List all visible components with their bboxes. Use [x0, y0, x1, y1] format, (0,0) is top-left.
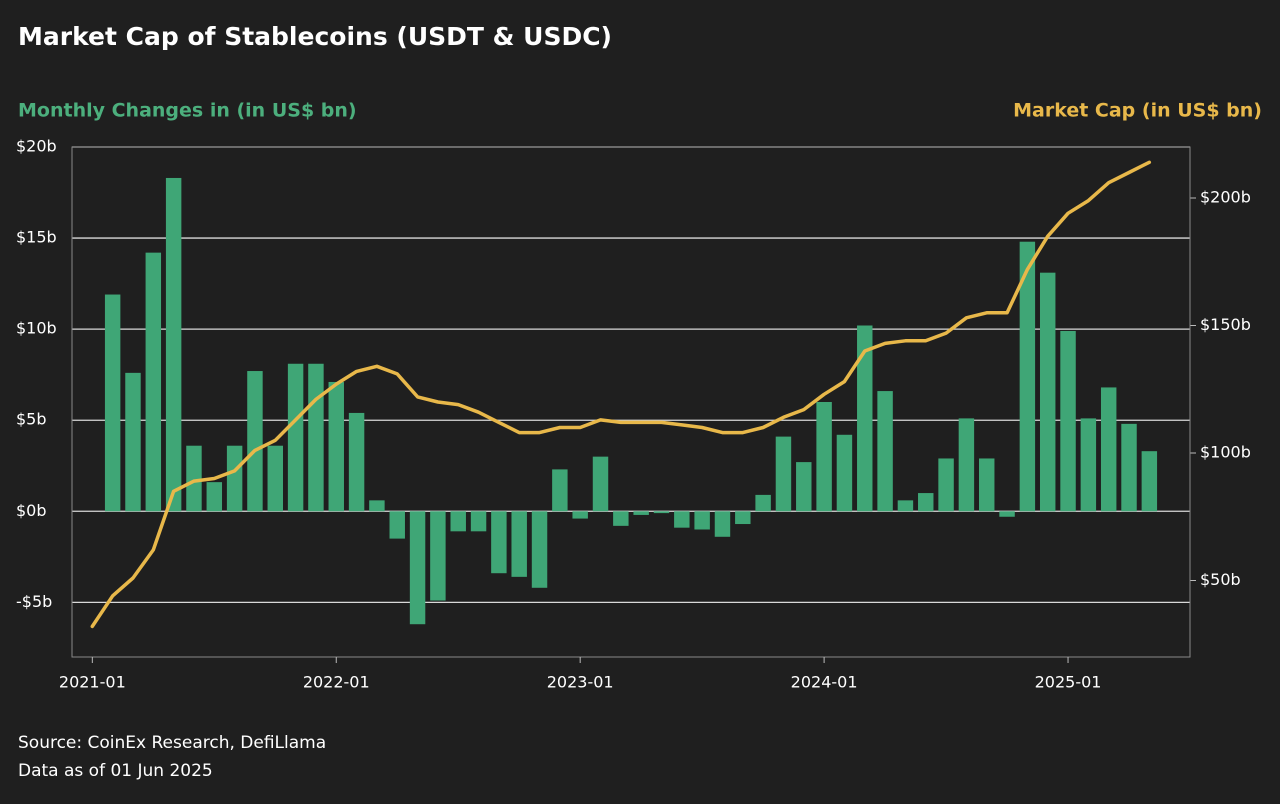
bar [613, 511, 629, 526]
y-tick-label: $15b [16, 228, 57, 247]
bar [877, 391, 893, 512]
bar [735, 511, 751, 525]
bar [1039, 272, 1056, 512]
y-tick-label: $0b [16, 501, 47, 520]
y2-tick-label: $50b [1200, 570, 1241, 589]
bar [653, 511, 670, 514]
bar [694, 511, 710, 530]
bar [552, 469, 568, 512]
y2-tick-label: $200b [1200, 188, 1251, 207]
line [90, 160, 1152, 629]
bar [247, 371, 263, 512]
bar [796, 462, 812, 512]
bar [409, 511, 426, 625]
x-tick-label: 2025-01 [1035, 673, 1102, 692]
bar [348, 412, 365, 512]
bar [328, 381, 344, 512]
bar [958, 418, 975, 512]
bar [267, 445, 283, 512]
bar [592, 456, 609, 512]
bar [206, 482, 223, 512]
y2-axis-label: Market Cap (in US$ bn) [1013, 100, 1262, 122]
x-tick-label: 2024-01 [791, 673, 858, 692]
bar [491, 511, 507, 574]
bar [470, 511, 487, 532]
y-tick-label: -$5b [16, 592, 52, 611]
bar [186, 445, 202, 512]
bar [979, 458, 995, 512]
bar [1121, 423, 1137, 512]
x-tick-label: 2021-01 [59, 673, 126, 692]
bar [165, 177, 182, 512]
bar [125, 372, 141, 512]
plot-frame [71, 146, 1191, 658]
bar [714, 511, 731, 537]
bar [775, 436, 792, 512]
bar [1141, 451, 1158, 512]
bar [450, 511, 466, 532]
bar [430, 511, 446, 601]
bar [918, 493, 934, 512]
bar [755, 494, 771, 512]
bar [857, 325, 873, 512]
bar [104, 294, 121, 512]
note: Data as of 01 Jun 2025 [18, 761, 213, 781]
chart-title: Market Cap of Stablecoins (USDT & USDC) [18, 22, 612, 51]
bar [531, 511, 548, 588]
bar [226, 445, 243, 512]
bar [145, 252, 162, 512]
y-tick-label: $10b [16, 319, 57, 338]
y-tick-label: $5b [16, 410, 47, 429]
bar [836, 434, 853, 512]
bar [897, 500, 914, 512]
bar [287, 363, 304, 512]
bar [1019, 241, 1036, 512]
bar [572, 511, 588, 519]
bar [389, 511, 405, 539]
bar [1080, 418, 1097, 512]
bar [633, 511, 649, 515]
y2-tick-label: $150b [1200, 315, 1251, 334]
bar [369, 500, 385, 512]
x-tick-label: 2023-01 [547, 673, 614, 692]
bar [1100, 387, 1117, 512]
y-tick-label: $20b [16, 137, 57, 156]
bar [511, 511, 527, 577]
bar [1060, 330, 1076, 512]
y-axis-label: Monthly Changes in (in US$ bn) [18, 100, 357, 122]
bar [999, 511, 1015, 517]
bar [938, 458, 954, 512]
source: Source: CoinEx Research, DefiLlama [18, 733, 326, 753]
x-tick-label: 2022-01 [303, 673, 370, 692]
bar [816, 402, 832, 512]
bar [674, 511, 690, 528]
y2-tick-label: $100b [1200, 443, 1251, 462]
bar [308, 363, 324, 512]
